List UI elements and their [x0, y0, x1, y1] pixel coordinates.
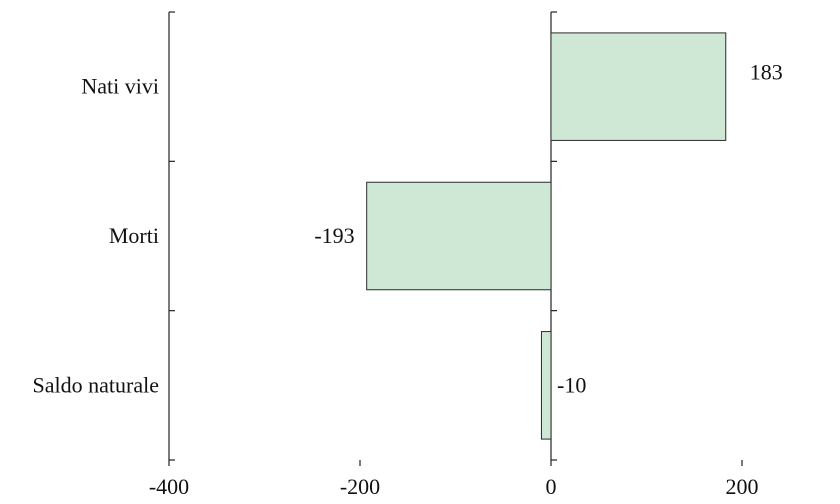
data-label-morti: -193: [314, 223, 354, 248]
x-tick-label: 200: [726, 474, 759, 499]
x-tick-label: -400: [149, 474, 189, 499]
bar-saldo-naturale: [540, 331, 552, 440]
labels-layer: -400 -200 0 200 Nati vivi 183 Morti -193 Saldo n…: [33, 60, 783, 499]
category-label: Saldo naturale: [33, 372, 159, 397]
data-label-nati-vivi: 183: [750, 60, 783, 85]
data-label-saldo-naturale: -10: [557, 372, 586, 397]
bar-morti: [366, 181, 552, 291]
bars-layer: [366, 32, 727, 440]
bar-nati-vivi: [550, 32, 727, 141]
category-label: Nati vivi: [81, 74, 159, 99]
x-tick-label: 0: [546, 474, 557, 499]
category-label: Morti: [109, 223, 159, 248]
x-tick-label: -200: [340, 474, 380, 499]
